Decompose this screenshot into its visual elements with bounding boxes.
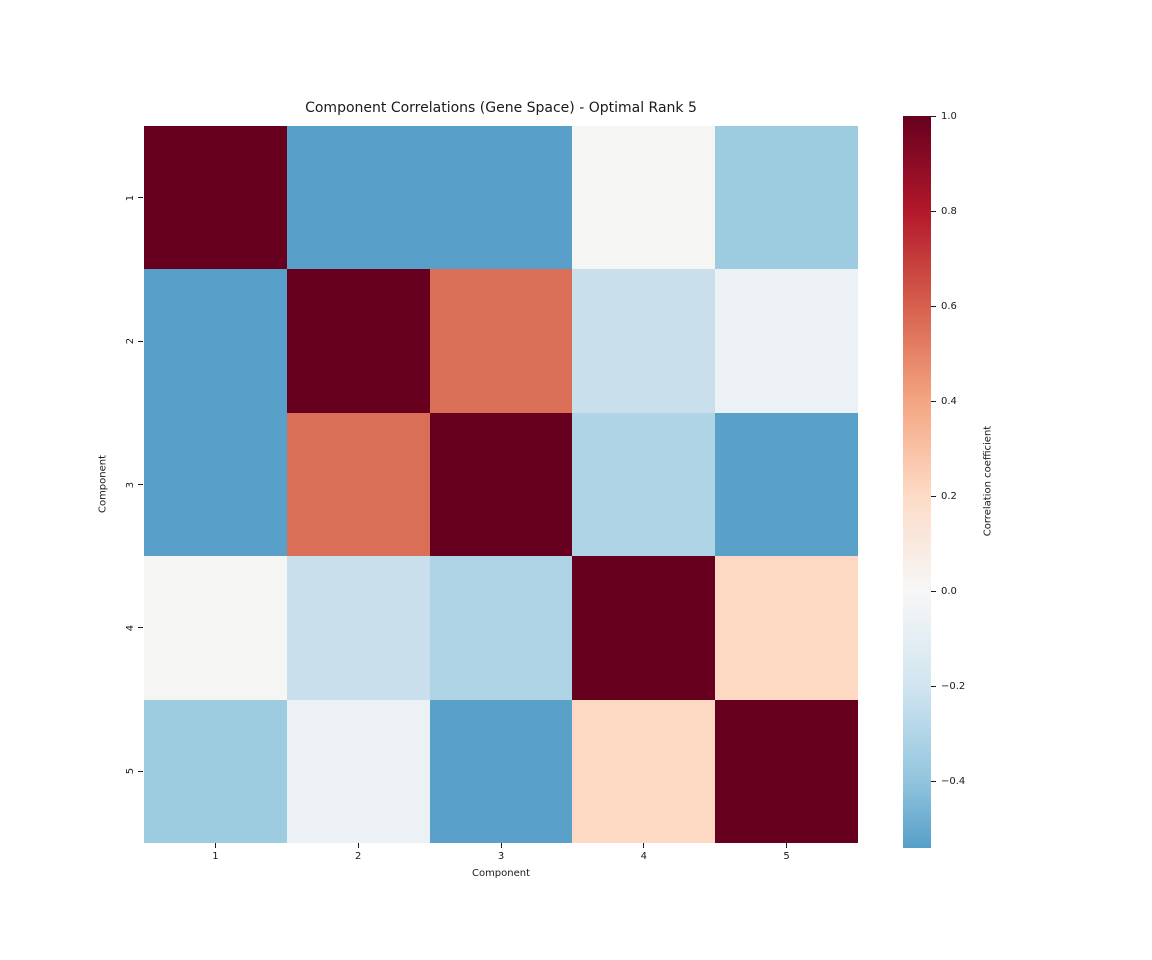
heatmap-cell-r2c3	[429, 269, 573, 413]
y-tick-mark	[138, 197, 143, 199]
heatmap-cell-r4c4	[572, 556, 716, 700]
heatmap-cell-r4c2	[286, 556, 430, 700]
heatmap-cell-r1c2	[286, 126, 430, 270]
x-axis-label: Component	[471, 868, 531, 879]
colorbar-tick-label: −0.2	[941, 680, 966, 692]
heatmap-cell-r2c1	[144, 269, 287, 413]
heatmap-cell-r3c4	[572, 412, 716, 557]
heatmap-cell-r2c2	[286, 269, 430, 413]
colorbar-tick-mark	[931, 780, 936, 782]
heatmap-cell-r5c3	[429, 699, 573, 843]
heatmap-cell-r4c1	[144, 556, 287, 700]
heatmap-grid	[144, 126, 858, 843]
colorbar-tick-label: 1.0	[941, 110, 957, 122]
heatmap-cell-r5c1	[144, 699, 287, 843]
colorbar-tick-mark	[931, 400, 936, 402]
heatmap-cell-r5c4	[572, 699, 716, 843]
y-tick-label: 2	[124, 337, 136, 345]
heatmap-cell-r2c4	[572, 269, 716, 413]
y-tick-label: 5	[124, 768, 136, 775]
colorbar-tick-mark	[931, 210, 936, 212]
y-tick-label: 3	[124, 481, 136, 488]
colorbar-tick-label: 0.8	[941, 205, 957, 217]
colorbar-label: Correlation coefficient	[982, 425, 994, 537]
x-tick-mark	[786, 843, 788, 848]
heatmap-cell-r2c5	[715, 269, 858, 413]
x-tick-label: 1	[212, 850, 219, 862]
x-tick-label: 2	[355, 850, 362, 862]
x-tick-mark	[357, 843, 359, 848]
x-tick-mark	[500, 843, 502, 848]
colorbar-tick-mark	[931, 590, 936, 592]
y-tick-label: 4	[124, 624, 136, 632]
heatmap-cell-r1c3	[429, 126, 573, 270]
heatmap-cell-r4c3	[429, 556, 573, 700]
colorbar-tick-mark	[931, 495, 936, 497]
colorbar-gradient	[903, 116, 931, 848]
heatmap-cell-r1c4	[572, 126, 716, 270]
colorbar-tick-label: 0.2	[941, 490, 957, 502]
y-tick-mark	[138, 484, 143, 485]
heatmap-cell-r3c3	[429, 412, 573, 557]
heatmap-cell-r1c5	[715, 126, 858, 270]
heatmap-cell-r1c1	[144, 126, 287, 270]
x-tick-mark	[643, 843, 645, 848]
heatmap-cell-r3c2	[286, 412, 430, 557]
colorbar-tick-label: 0.0	[941, 585, 957, 597]
heatmap-cell-r3c5	[715, 412, 858, 557]
y-tick-mark	[138, 770, 143, 772]
y-tick-label: 1	[124, 194, 136, 201]
chart-title: Component Correlations (Gene Space) - Op…	[305, 100, 697, 116]
y-axis-label: Component	[97, 454, 109, 514]
heatmap-cell-r4c5	[715, 556, 858, 700]
colorbar-tick-label: 0.4	[941, 395, 957, 407]
heatmap-cell-r3c1	[144, 412, 287, 557]
colorbar-tick-label: 0.6	[941, 300, 957, 312]
x-tick-label: 4	[640, 850, 647, 862]
x-tick-label: 3	[497, 850, 505, 862]
colorbar-tick-mark	[931, 115, 936, 117]
heatmap-cell-r5c5	[715, 699, 858, 843]
x-tick-mark	[214, 843, 216, 848]
y-tick-mark	[138, 340, 143, 342]
colorbar-tick-mark	[931, 685, 936, 687]
heatmap-cell-r5c2	[286, 699, 430, 843]
x-tick-label: 5	[783, 850, 790, 862]
y-tick-mark	[138, 627, 143, 629]
colorbar-tick-label: −0.4	[941, 775, 966, 787]
colorbar-tick-mark	[931, 305, 936, 307]
